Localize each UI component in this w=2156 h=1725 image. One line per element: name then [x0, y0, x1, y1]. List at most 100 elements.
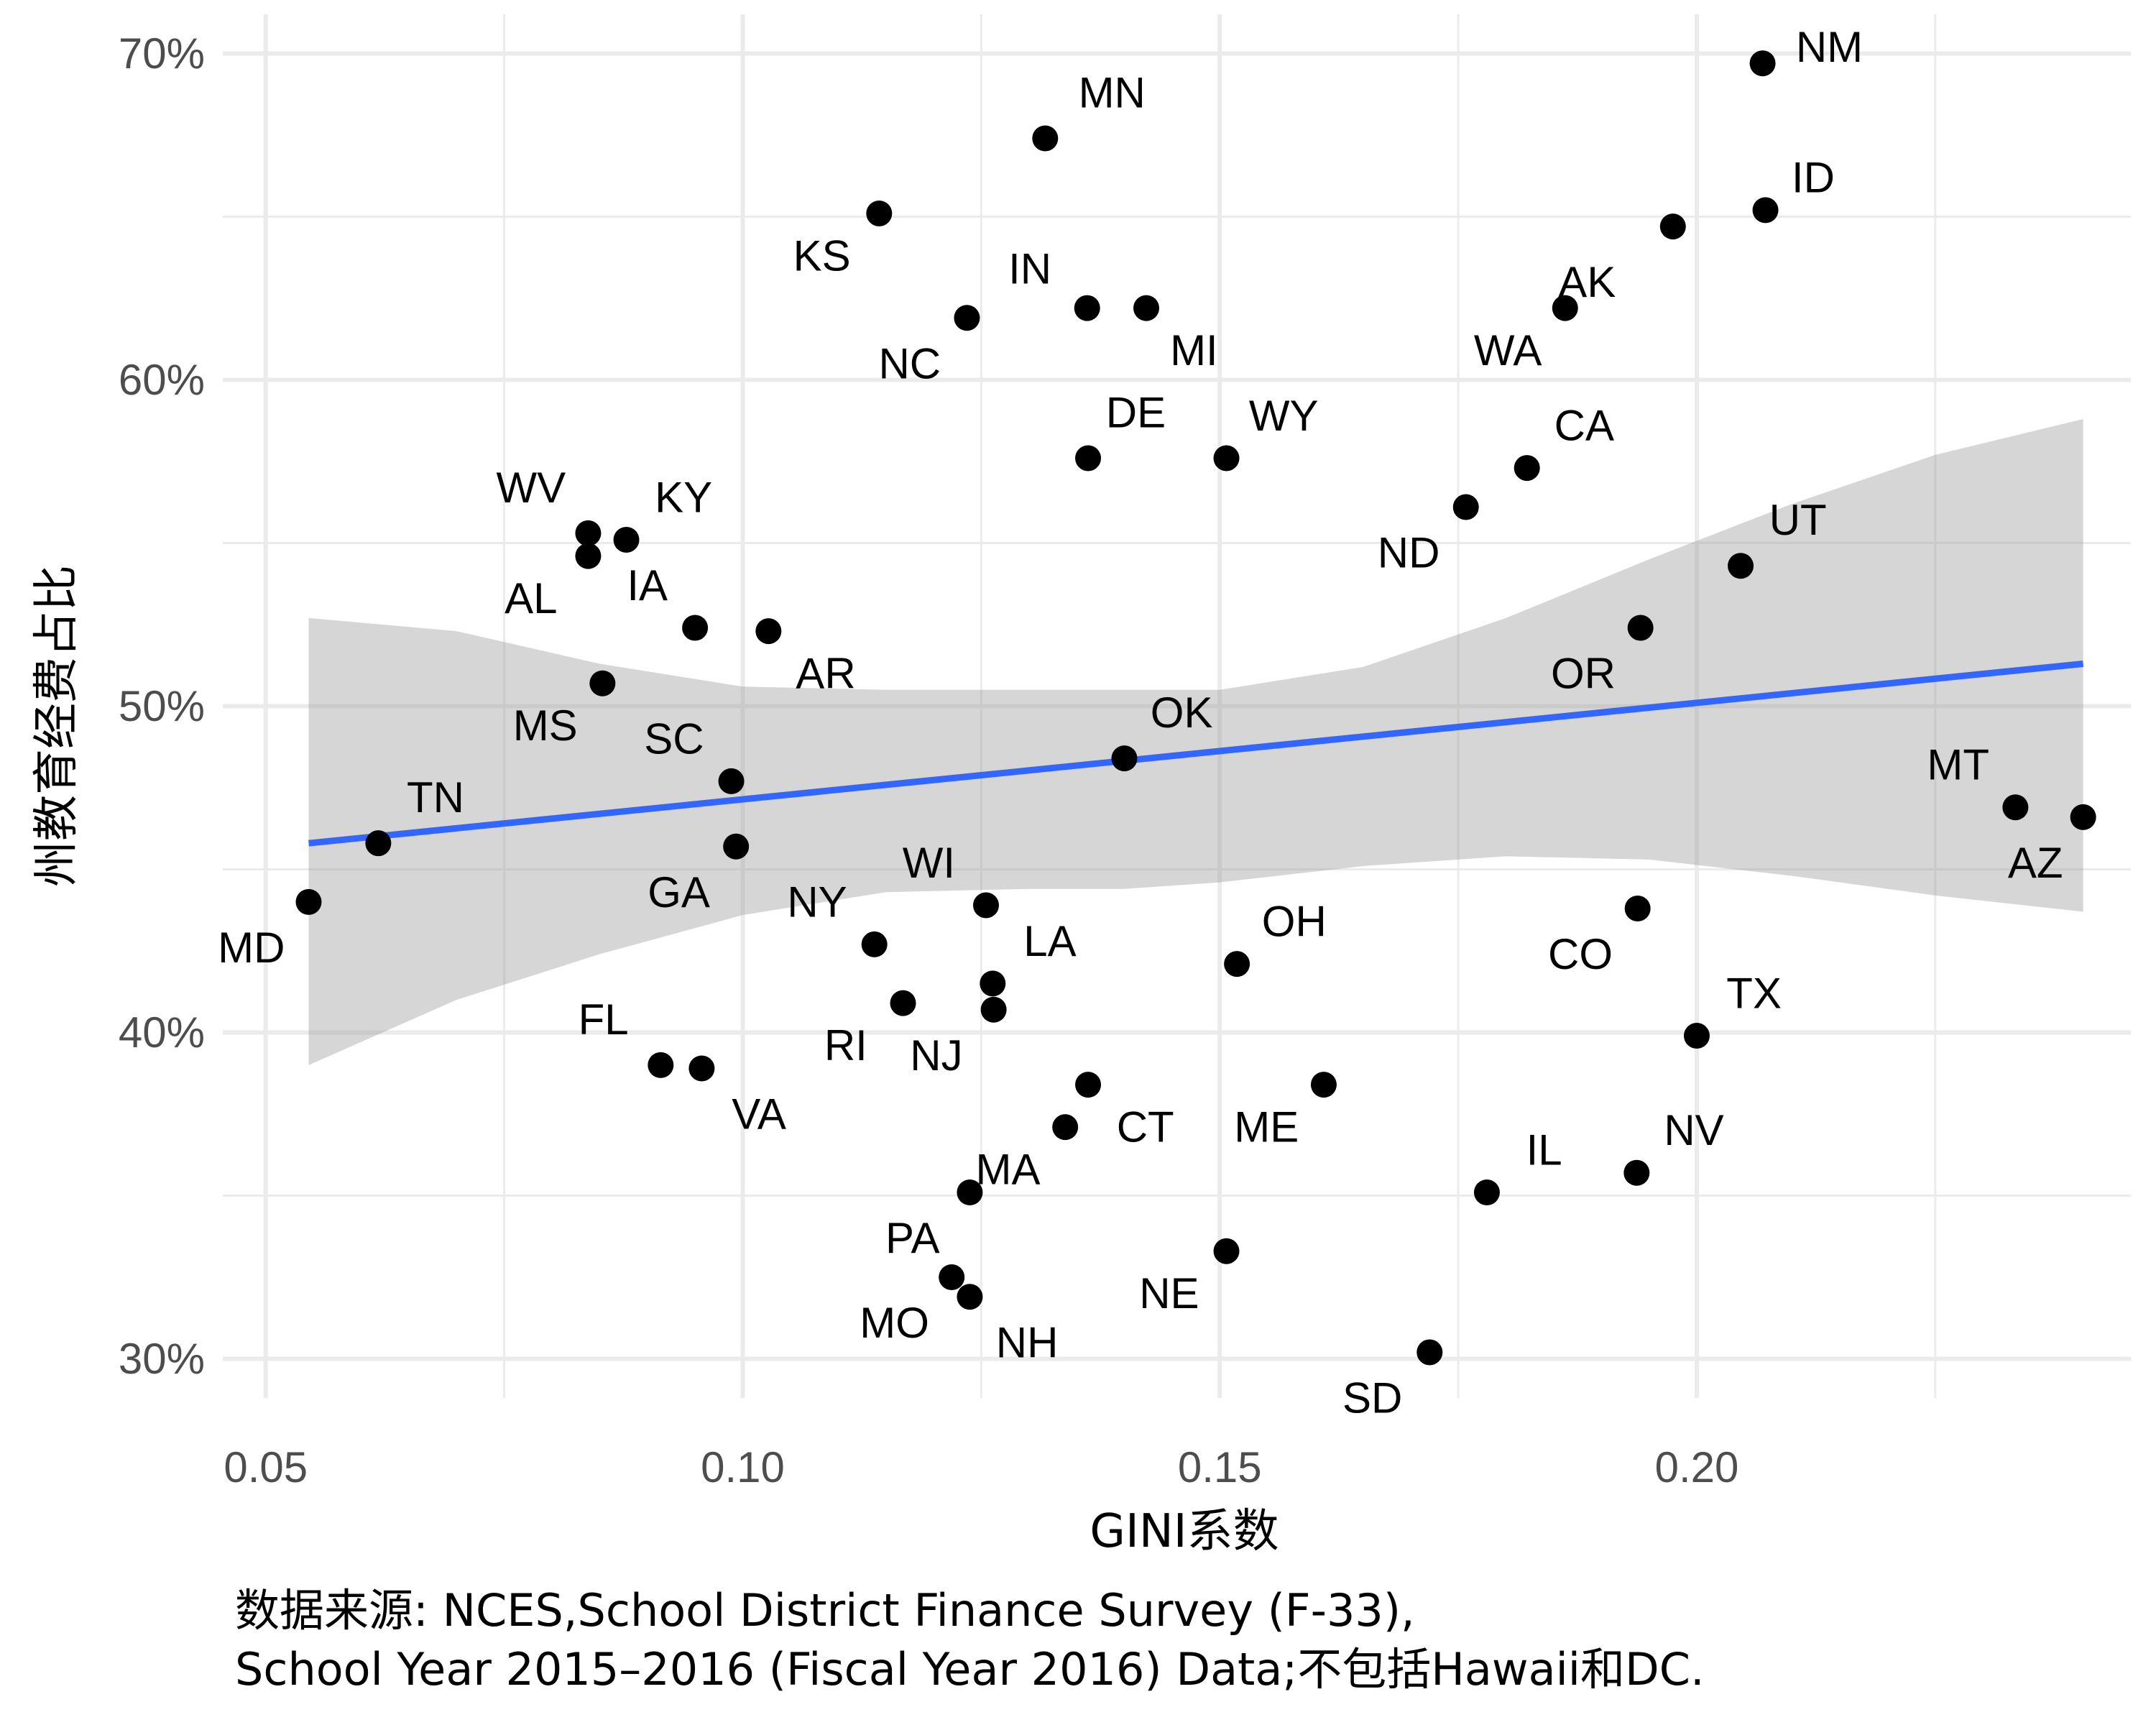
- major-gridlines: [223, 14, 2131, 1398]
- point-nh: [957, 1284, 983, 1310]
- point-ny: [861, 931, 888, 957]
- minor-gridlines: [223, 14, 2131, 1398]
- data-points: [295, 50, 2096, 1366]
- point-il: [1473, 1179, 1500, 1205]
- label-nh: NH: [996, 1318, 1059, 1366]
- point-id: [1752, 197, 1779, 224]
- x-axis-title: GINI系数: [1089, 1505, 1279, 1558]
- point-ks: [866, 200, 893, 226]
- label-ia: IA: [627, 561, 668, 610]
- point-tn: [365, 830, 392, 857]
- label-ny: NY: [787, 878, 847, 926]
- label-sc: SC: [644, 714, 704, 763]
- point-md: [295, 888, 322, 915]
- label-ca: CA: [1554, 402, 1614, 450]
- label-la: LA: [1023, 917, 1076, 965]
- label-ms: MS: [513, 702, 578, 750]
- label-mt: MT: [1927, 741, 1989, 789]
- y-tick-labels: 30% 40% 50% 60% 70%: [119, 29, 205, 1383]
- point-ky: [613, 526, 640, 553]
- label-id: ID: [1792, 154, 1835, 202]
- label-md: MD: [218, 924, 285, 972]
- point-oh: [1224, 951, 1250, 978]
- point-al: [575, 543, 602, 569]
- x-tick-label: 0.20: [1655, 1443, 1739, 1491]
- label-wi: WI: [903, 839, 955, 887]
- x-tick-label: 0.05: [224, 1443, 308, 1491]
- point-ct: [1075, 1072, 1102, 1098]
- y-tick-label: 40%: [119, 1008, 205, 1057]
- point-sd: [1416, 1339, 1443, 1366]
- point-wy: [1213, 445, 1240, 472]
- point-sc: [718, 768, 745, 794]
- point-ar: [755, 618, 782, 645]
- label-mo: MO: [860, 1299, 929, 1347]
- point-wv: [575, 520, 602, 546]
- label-oh: OH: [1262, 898, 1327, 946]
- point-labels: NM MN ID KS AK IN MI WA NC DE WY CA ND KY WV AL UT IA OR AR…: [218, 23, 2063, 1422]
- label-or: OR: [1551, 650, 1616, 698]
- label-nc: NC: [878, 339, 941, 387]
- label-in: IN: [1008, 245, 1051, 293]
- label-nm: NM: [1796, 23, 1863, 71]
- point-mi: [1133, 295, 1160, 321]
- regression-line: [308, 661, 2084, 847]
- point-nc: [954, 305, 980, 331]
- label-tx: TX: [1726, 970, 1782, 1018]
- point-nv: [1623, 1159, 1650, 1186]
- label-fl: FL: [579, 995, 629, 1044]
- label-pa: PA: [885, 1214, 940, 1262]
- label-ma: MA: [976, 1146, 1041, 1194]
- confidence-band: [308, 418, 2083, 1065]
- confidence-band-area: [308, 418, 2083, 1065]
- label-wa: WA: [1474, 326, 1542, 374]
- label-ky: KY: [655, 473, 712, 521]
- label-sd: SD: [1342, 1374, 1402, 1422]
- label-nd: ND: [1378, 529, 1440, 577]
- point-ia: [682, 615, 709, 641]
- label-ne: NE: [1139, 1269, 1199, 1317]
- y-axis-title: 州教育经费占比: [30, 565, 83, 887]
- label-mi: MI: [1170, 326, 1218, 374]
- label-de: DE: [1106, 388, 1166, 436]
- label-ks: KS: [793, 231, 851, 280]
- y-tick-label: 60%: [119, 356, 205, 404]
- y-tick-label: 70%: [119, 29, 205, 78]
- label-ri: RI: [824, 1021, 867, 1070]
- point-ri: [890, 990, 916, 1016]
- label-wy: WY: [1249, 392, 1319, 440]
- x-tick-labels: 0.05 0.10 0.15 0.20: [224, 1443, 1738, 1491]
- point-wi: [973, 892, 999, 919]
- point-wa: [1552, 295, 1578, 321]
- label-co: CO: [1548, 930, 1613, 978]
- point-nm: [1749, 50, 1776, 77]
- x-tick-label: 0.15: [1178, 1443, 1262, 1491]
- label-ak: AK: [1558, 258, 1616, 306]
- point-ga: [723, 833, 750, 860]
- point-ut: [1728, 553, 1754, 579]
- label-nj: NJ: [910, 1031, 962, 1080]
- label-ar: AR: [796, 650, 855, 698]
- label-ok: OK: [1151, 689, 1213, 737]
- label-me: ME: [1234, 1103, 1299, 1151]
- point-nd: [1452, 494, 1479, 520]
- label-mn: MN: [1079, 68, 1146, 116]
- point-fl: [648, 1052, 674, 1078]
- y-tick-label: 30%: [119, 1335, 205, 1383]
- caption-line-2: School Year 2015–2016 (Fiscal Year 2016)…: [235, 1643, 1705, 1696]
- point-nj: [980, 996, 1007, 1023]
- point-de: [1075, 445, 1102, 472]
- caption-line-1: 数据来源: NCES,School District Finance Surve…: [235, 1584, 1415, 1637]
- point-az: [2070, 804, 2096, 830]
- point-ms: [589, 670, 616, 696]
- point-mt: [2002, 794, 2029, 821]
- label-va: VA: [732, 1090, 786, 1138]
- point-ne: [1213, 1238, 1240, 1264]
- label-il: IL: [1526, 1126, 1562, 1174]
- point-ak: [1659, 213, 1686, 240]
- label-al: AL: [505, 574, 557, 622]
- point-in: [1074, 295, 1100, 321]
- point-or: [1627, 615, 1654, 641]
- point-tx: [1683, 1023, 1710, 1049]
